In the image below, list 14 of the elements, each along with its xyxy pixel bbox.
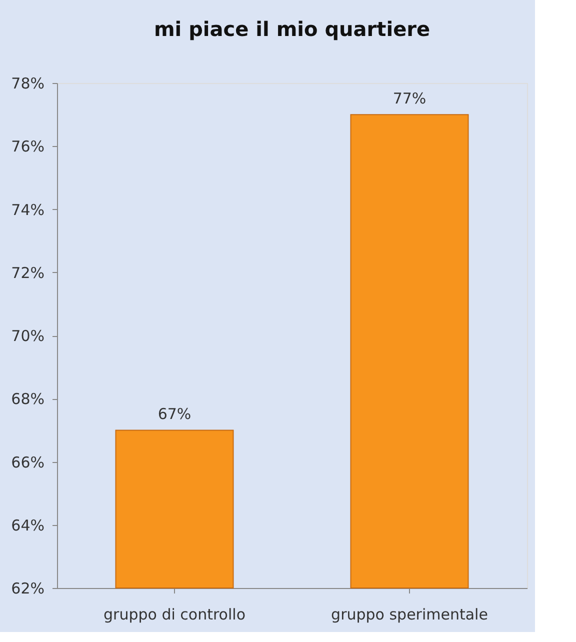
y-tick-label: 62% bbox=[11, 580, 44, 598]
y-tick-label: 68% bbox=[11, 390, 44, 408]
x-tick-label: gruppo di controllo bbox=[104, 606, 246, 624]
chart-title: mi piace il mio quartiere bbox=[154, 17, 430, 41]
y-tick-label: 78% bbox=[11, 74, 44, 92]
y-tick-label: 72% bbox=[11, 264, 44, 282]
data-label: 77% bbox=[392, 90, 426, 108]
y-tick-label: 64% bbox=[11, 516, 44, 534]
y-tick-label: 74% bbox=[11, 200, 44, 219]
y-tick-label: 76% bbox=[11, 138, 44, 156]
x-tick-label: gruppo sperimentale bbox=[331, 606, 488, 624]
y-tick-label: 66% bbox=[11, 453, 44, 472]
y-tick-label: 70% bbox=[11, 327, 44, 345]
data-label: 67% bbox=[158, 405, 192, 424]
